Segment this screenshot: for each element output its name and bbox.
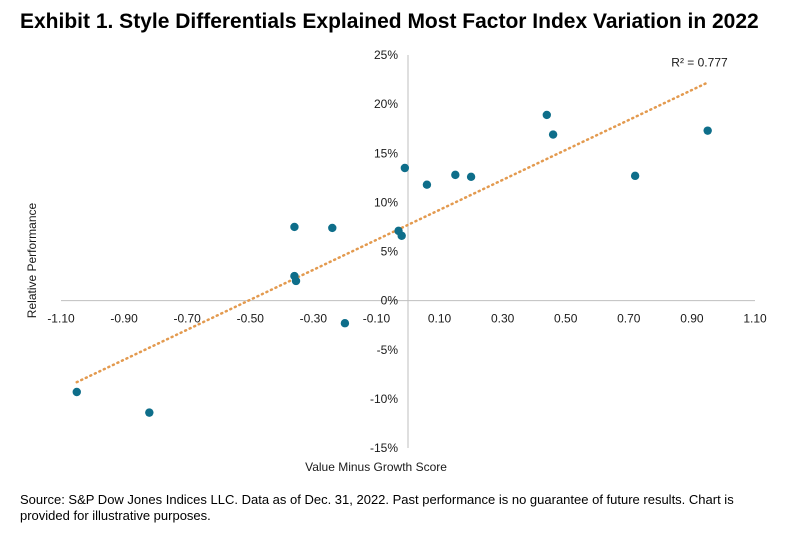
x-tick-label: 0.70 [617,312,641,326]
source-note: Source: S&P Dow Jones Indices LLC. Data … [20,492,734,523]
data-point [630,171,640,181]
data-points [72,110,712,417]
y-axis-title: Relative Performance [25,202,39,318]
y-tick-label: 15% [374,146,398,160]
data-point [340,319,350,328]
chart-title: Exhibit 1. Style Differentials Explained… [20,10,759,33]
scatter-chart: R² = 0.777 -1.10 -0.90 -0.70 -0.50 -0.30 -0.1… [25,48,767,474]
x-tick-label: -0.90 [110,312,138,326]
data-point [400,163,410,173]
y-tick-label: 10% [374,195,398,209]
y-tick-label: -10% [370,392,398,406]
x-tick-label: -1.10 [47,312,75,326]
x-tick-label: 1.10 [743,312,767,326]
data-point [290,222,299,232]
data-point [145,408,154,417]
x-tick-label: 0.50 [554,312,578,326]
x-tick-label: -0.70 [174,312,202,326]
x-tick-label: 0.10 [428,312,452,326]
data-point [451,170,460,180]
x-axis-title: Value Minus Growth Score [305,460,447,474]
y-tick-label: 5% [381,245,399,259]
trendline-group: R² = 0.777 [75,56,728,384]
axis-labels: -1.10 -0.90 -0.70 -0.50 -0.30 -0.10 0.10 0.30 0.… [25,48,767,474]
data-point [291,276,301,286]
data-point [397,231,406,240]
data-point [72,387,81,397]
data-point [703,126,712,135]
y-tick-label: -5% [377,343,399,357]
data-point [548,130,558,139]
trendline [75,81,709,384]
r-squared-label: R² = 0.777 [671,56,728,70]
y-tick-label: 0% [381,294,399,308]
x-tick-label: -0.50 [237,312,265,326]
axes [61,55,755,448]
data-point [466,172,476,182]
x-tick-label: 0.30 [491,312,515,326]
x-tick-label: 0.90 [680,312,704,326]
y-tick-label: 25% [374,48,398,62]
x-tick-label: -0.10 [363,312,391,326]
x-tick-label: -0.30 [300,312,328,326]
y-tick-label: -15% [370,441,398,455]
data-point [328,223,337,233]
y-tick-label: 20% [374,97,398,111]
data-point [422,180,432,189]
data-point [542,110,551,120]
